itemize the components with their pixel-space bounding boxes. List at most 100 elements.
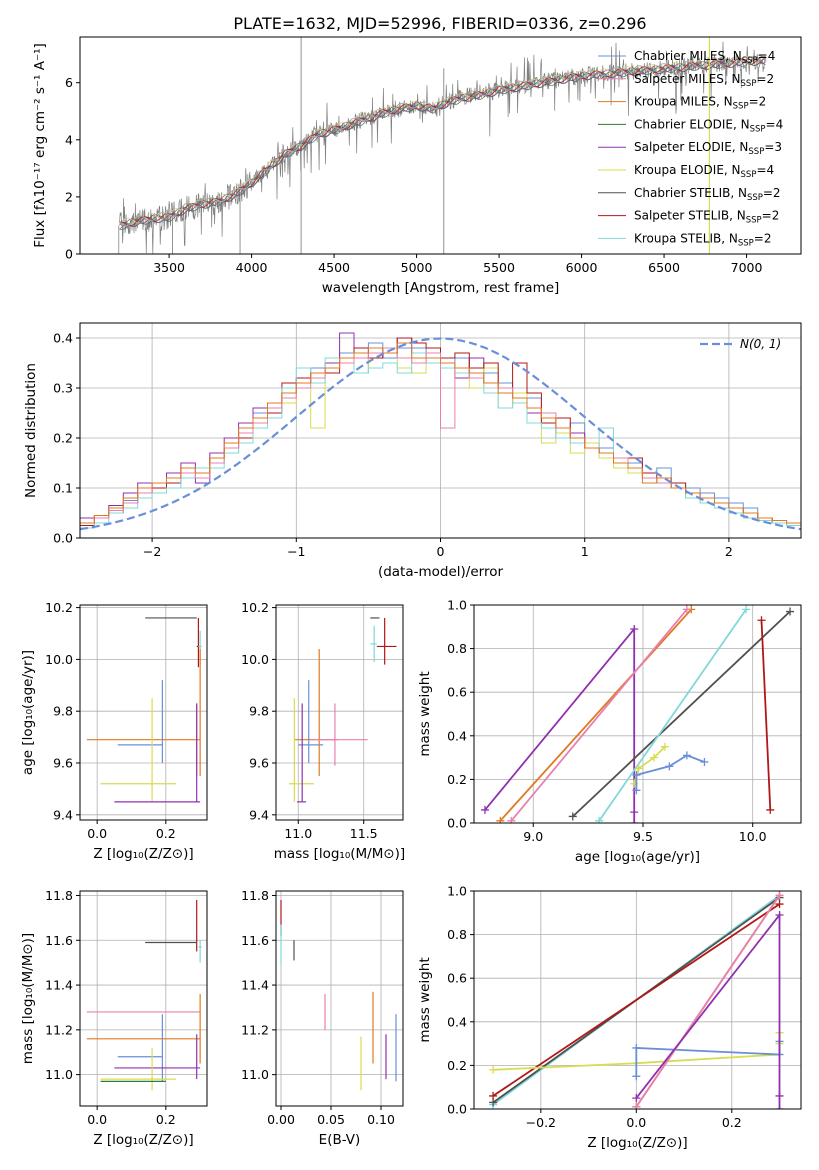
axes-frame: 0.00 0.05 0.10 11.0 11.2 11.4 11.6 11.8 E(B-V) [241,888,404,1148]
x-axis-label: Z [log₁₀(Z/Z⊙)] [587,1135,687,1151]
y-tick-label: 0.2 [53,431,73,446]
massweight-vs-metallicity-panel: −0.2 0.0 0.2 0.0 0.2 0.4 0.6 0.8 1.0 Z [log₁₀(Z/Z… [417,884,802,1151]
y-tick-label: 11.6 [241,933,269,948]
mass-weight-marker [632,1072,641,1081]
mass-weight-marker [660,742,669,751]
y-tick-label: 0.4 [447,1014,467,1029]
mass-weight-marker [489,1091,498,1100]
x-tick-label: 11.5 [350,826,378,841]
mass-weight-marker [480,805,489,814]
plot-area [480,605,795,823]
mass-weight-marker [786,607,795,616]
axes-frame: 0.0 0.2 9.4 9.6 9.8 10.0 10.2 Z [log₁₀(Z/Z⊙)] ag… [20,600,208,862]
x-tick-label: 6500 [648,260,680,275]
mass-weight-marker [649,753,658,762]
mass-weight-marker [682,605,691,614]
x-tick-label: −1 [287,544,305,559]
y-tick-label: 0 [65,247,73,262]
mass-weight-series [635,894,781,1108]
mass-weight-marker [775,891,784,900]
x-tick-label: −2 [143,544,161,559]
legend-entry: Chabrier STELIB, NSSP=2 [634,186,781,203]
x-tick-label: 4000 [236,260,268,275]
y-tick-label: 11.2 [241,1022,269,1037]
x-tick-label: 0.00 [267,1112,295,1127]
mass-weight-marker [489,1065,498,1074]
mass-weight-marker [757,616,766,625]
x-axis-label: age [log₁₀(age/yr)] [575,849,700,865]
y-axis-label: mass [log₁₀(M/M⊙)] [20,933,36,1064]
y-axis-label: Normed distribution [23,363,39,498]
y-tick-label: 2 [65,189,73,204]
axes-border [79,890,208,1107]
plot-area [118,37,767,254]
x-axis-label: Z [log₁₀(Z/Z⊙)] [93,1132,193,1148]
y-tick-label: 0.8 [447,927,467,942]
x-tick-label: 0.05 [317,1112,345,1127]
mass-weight-marker [632,1043,641,1052]
y-tick-label: 0.2 [447,772,467,787]
normal-curve [80,337,801,531]
plot-area [86,617,202,803]
x-tick-label: 0.0 [87,826,107,841]
y-tick-label: 0.4 [447,728,467,743]
mass-weight-marker [568,812,577,821]
y-tick-label: 11.0 [241,1067,269,1082]
mass-weight-marker [507,816,516,823]
mass-weight-marker [775,1091,784,1100]
axes-frame: −2 −1 0 1 2 0.0 0.1 0.2 0.3 0.4 (data-model)/error… [23,322,802,580]
x-tick-label: 0.2 [156,826,176,841]
x-tick-label: 0.2 [722,1115,742,1130]
x-tick-label: −0.2 [526,1115,556,1130]
x-tick-label: 0.0 [626,1115,646,1130]
plot-area [86,899,202,1091]
x-tick-label: 9.0 [523,829,543,844]
x-tick-label: 9.5 [633,829,653,844]
y-tick-label: 0.8 [447,641,467,656]
mass-weight-marker [766,805,775,814]
x-tick-label: 0.2 [156,1112,176,1127]
y-tick-label: 0.6 [447,971,467,986]
model-spectrum [119,57,766,230]
mass-weight-marker [665,762,674,771]
residual-histogram-panel: −2 −1 0 1 2 0.0 0.1 0.2 0.3 0.4 (data-model)/error… [23,322,802,580]
x-axis-label: mass [log₁₀(M/M⊙)] [274,846,405,862]
axes-border [79,604,208,821]
mass-vs-metallicity-panel: 0.0 0.2 11.0 11.2 11.4 11.6 11.8 Z [log₁₀(Z/Z⊙)… [20,888,208,1148]
y-tick-label: 9.4 [249,807,269,822]
mass-weight-marker [682,751,691,760]
y-tick-label: 9.8 [53,704,73,719]
axes-border [275,604,404,821]
y-tick-label: 0.3 [53,381,73,396]
y-tick-label: 10.2 [241,600,269,615]
y-tick-label: 11.8 [241,888,269,903]
legend-entry: Chabrier MILES, NSSP=4 [634,49,775,66]
axes-border [79,322,802,539]
y-tick-label: 6 [65,75,73,90]
mass-weight-marker [496,816,505,823]
y-tick-label: 9.6 [249,756,269,771]
y-tick-label: 9.6 [53,756,73,771]
mass-weight-marker [630,624,639,633]
model-spectrum [119,56,766,227]
mass-weight-series [510,608,688,822]
plot-area [489,891,784,1109]
axes-border [79,36,802,255]
x-tick-label: 0 [437,544,445,559]
plot-area [80,332,801,531]
x-axis-label: E(B-V) [319,1132,361,1148]
model-spectrum [119,54,766,226]
spectrum-title: PLATE=1632, MJD=52996, FIBERID=0336, z=0… [233,14,646,33]
legend-entry: Salpeter STELIB, NSSP=2 [634,209,779,226]
axes-border [473,604,802,824]
massweight-vs-age-panel: 9.0 9.5 10.0 0.0 0.2 0.4 0.6 0.8 1.0 age [log₁₀(a… [417,598,802,865]
x-tick-label: 10.0 [739,829,767,844]
x-tick-label: 4500 [318,260,350,275]
axes-frame: 0.0 0.2 11.0 11.2 11.4 11.6 11.8 Z [log₁₀(Z/Z⊙)… [20,888,208,1148]
axes-frame: 3500 4000 4500 5000 5500 6000 6500 7000 0 2 4 6 wave… [32,36,802,296]
x-axis-label: wavelength [Angstrom, rest frame] [322,280,560,296]
mass-vs-ebv-panel: 0.00 0.05 0.10 11.0 11.2 11.4 11.6 11.8 E(B-V) [241,888,404,1148]
x-tick-label: 7000 [731,260,763,275]
mass-weight-series [760,620,772,810]
y-tick-label: 11.8 [45,888,73,903]
